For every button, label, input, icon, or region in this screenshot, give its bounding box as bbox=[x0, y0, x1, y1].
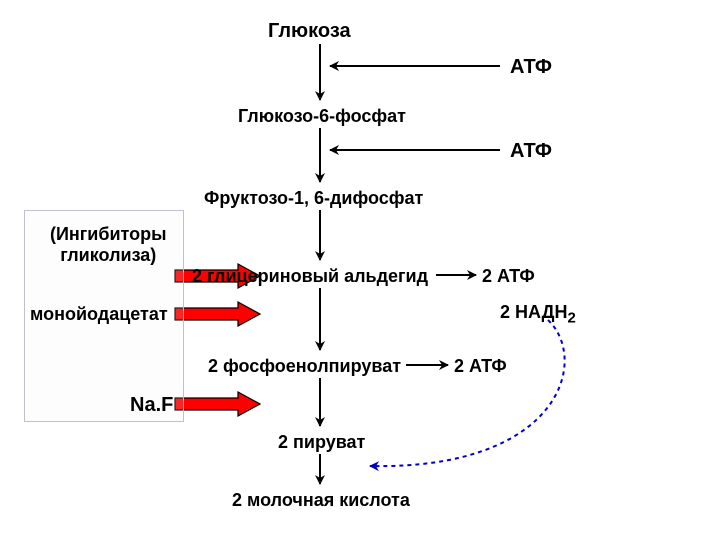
node-glyceraldehyde: 2 глицериновый альдегид bbox=[192, 266, 428, 287]
nadh-text: 2 НАДН bbox=[500, 302, 568, 322]
node-atp-1: АТФ bbox=[510, 56, 552, 79]
node-atp-2: АТФ bbox=[510, 140, 552, 163]
node-atp-3: 2 АТФ bbox=[482, 266, 535, 287]
node-nadh: 2 НАДН2 bbox=[500, 302, 576, 327]
node-g6p: Глюкозо-6-фосфат bbox=[238, 106, 406, 127]
node-inhibitors: (Ингибиторы гликолиза) bbox=[50, 224, 167, 266]
node-monoiodoacetate: монойодацетат bbox=[30, 304, 168, 325]
nadh-subscript: 2 bbox=[568, 310, 576, 327]
node-glucose: Глюкоза bbox=[268, 20, 351, 43]
node-atp-4: 2 АТФ bbox=[454, 356, 507, 377]
node-lactate: 2 молочная кислота bbox=[232, 490, 410, 511]
node-pep: 2 фосфоенолпируват bbox=[208, 356, 401, 377]
node-pyruvate: 2 пируват bbox=[278, 432, 365, 453]
node-f16bp: Фруктозо-1, 6-дифосфат bbox=[204, 188, 423, 209]
node-naf: Na.F bbox=[130, 394, 173, 417]
